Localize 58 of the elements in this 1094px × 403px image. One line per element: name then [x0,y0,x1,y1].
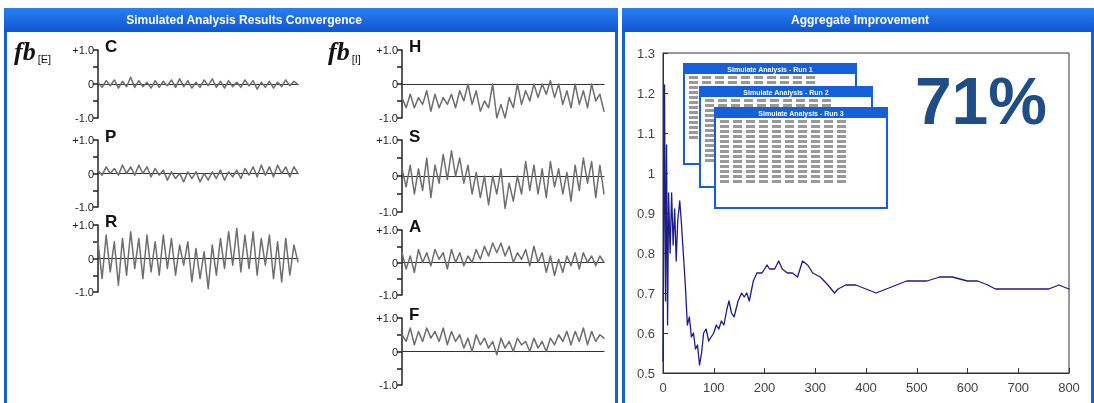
line-series [401,327,605,356]
y-tick-label: 0 [391,170,398,182]
y-tick-label: -1.0 [379,289,398,301]
y-tick-label: -1.0 [379,112,398,124]
chart-title: A [409,217,422,236]
y-tick-label: 0 [391,78,398,90]
line-series [97,76,299,90]
y-axis-title: fb[E] [14,36,52,66]
y-tick-label: -1.0 [75,112,94,124]
y-tick-label: 0 [391,256,398,269]
y-tick-label: 0 [391,345,398,358]
y-tick-label: +1.0 [72,219,94,231]
y-tick-label: +1.0 [376,134,398,146]
x-tick-label: 800 [1058,380,1080,395]
x-tick-label: 600 [956,380,979,395]
x-tick-label: 100 [702,380,725,395]
line-series [401,242,605,277]
x-tick-label: 0 [659,380,667,395]
y-tick-label: +1.0 [72,44,94,56]
y-tick-label: 0.9 [636,205,655,221]
y-tick-label: +1.0 [376,312,398,324]
y-tick-label: 1.1 [636,125,655,141]
line-series [401,150,605,210]
chart-title: P [105,127,117,146]
y-tick-label: +1.0 [376,44,398,56]
chart-title: Aggregate Improvement [790,13,930,27]
line-series [97,164,299,183]
chart-title: C [105,37,118,56]
x-tick-label: 700 [1007,380,1030,395]
y-tick-label: 1.2 [636,85,655,101]
chart-title: F [409,305,420,324]
x-tick-label: 200 [753,380,776,395]
y-tick-label: 0.5 [636,365,655,381]
annotation: 71% [914,64,1048,138]
y-tick-label: 0 [87,252,94,265]
y-tick-label: 0 [87,78,94,90]
y-axis-title: fb[I] [328,36,361,66]
line-series [401,79,605,119]
line-series [97,227,299,290]
y-tick-label: 0.6 [636,325,655,341]
y-tick-label: +1.0 [376,224,398,236]
y-tick-label: 1.3 [636,45,655,61]
y-tick-label: 0.7 [636,285,655,301]
y-tick-label: 0.8 [636,245,655,261]
chart-title: H [409,37,422,56]
y-tick-label: +1.0 [72,134,94,146]
y-tick-label: 0 [87,167,94,180]
x-tick-label: 500 [905,380,928,395]
y-tick-label: 1 [647,165,655,181]
x-tick-label: 300 [804,380,827,395]
y-tick-label: -1.0 [379,379,398,391]
x-tick-label: 400 [855,380,877,395]
y-tick-label: -1.0 [75,286,94,298]
y-tick-label: -1.0 [379,206,398,218]
chart-title: S [409,127,421,146]
y-tick-label: -1.0 [75,201,94,213]
text: Simulated Analysis Results Convergence [125,13,363,27]
chart-title: R [105,212,118,231]
